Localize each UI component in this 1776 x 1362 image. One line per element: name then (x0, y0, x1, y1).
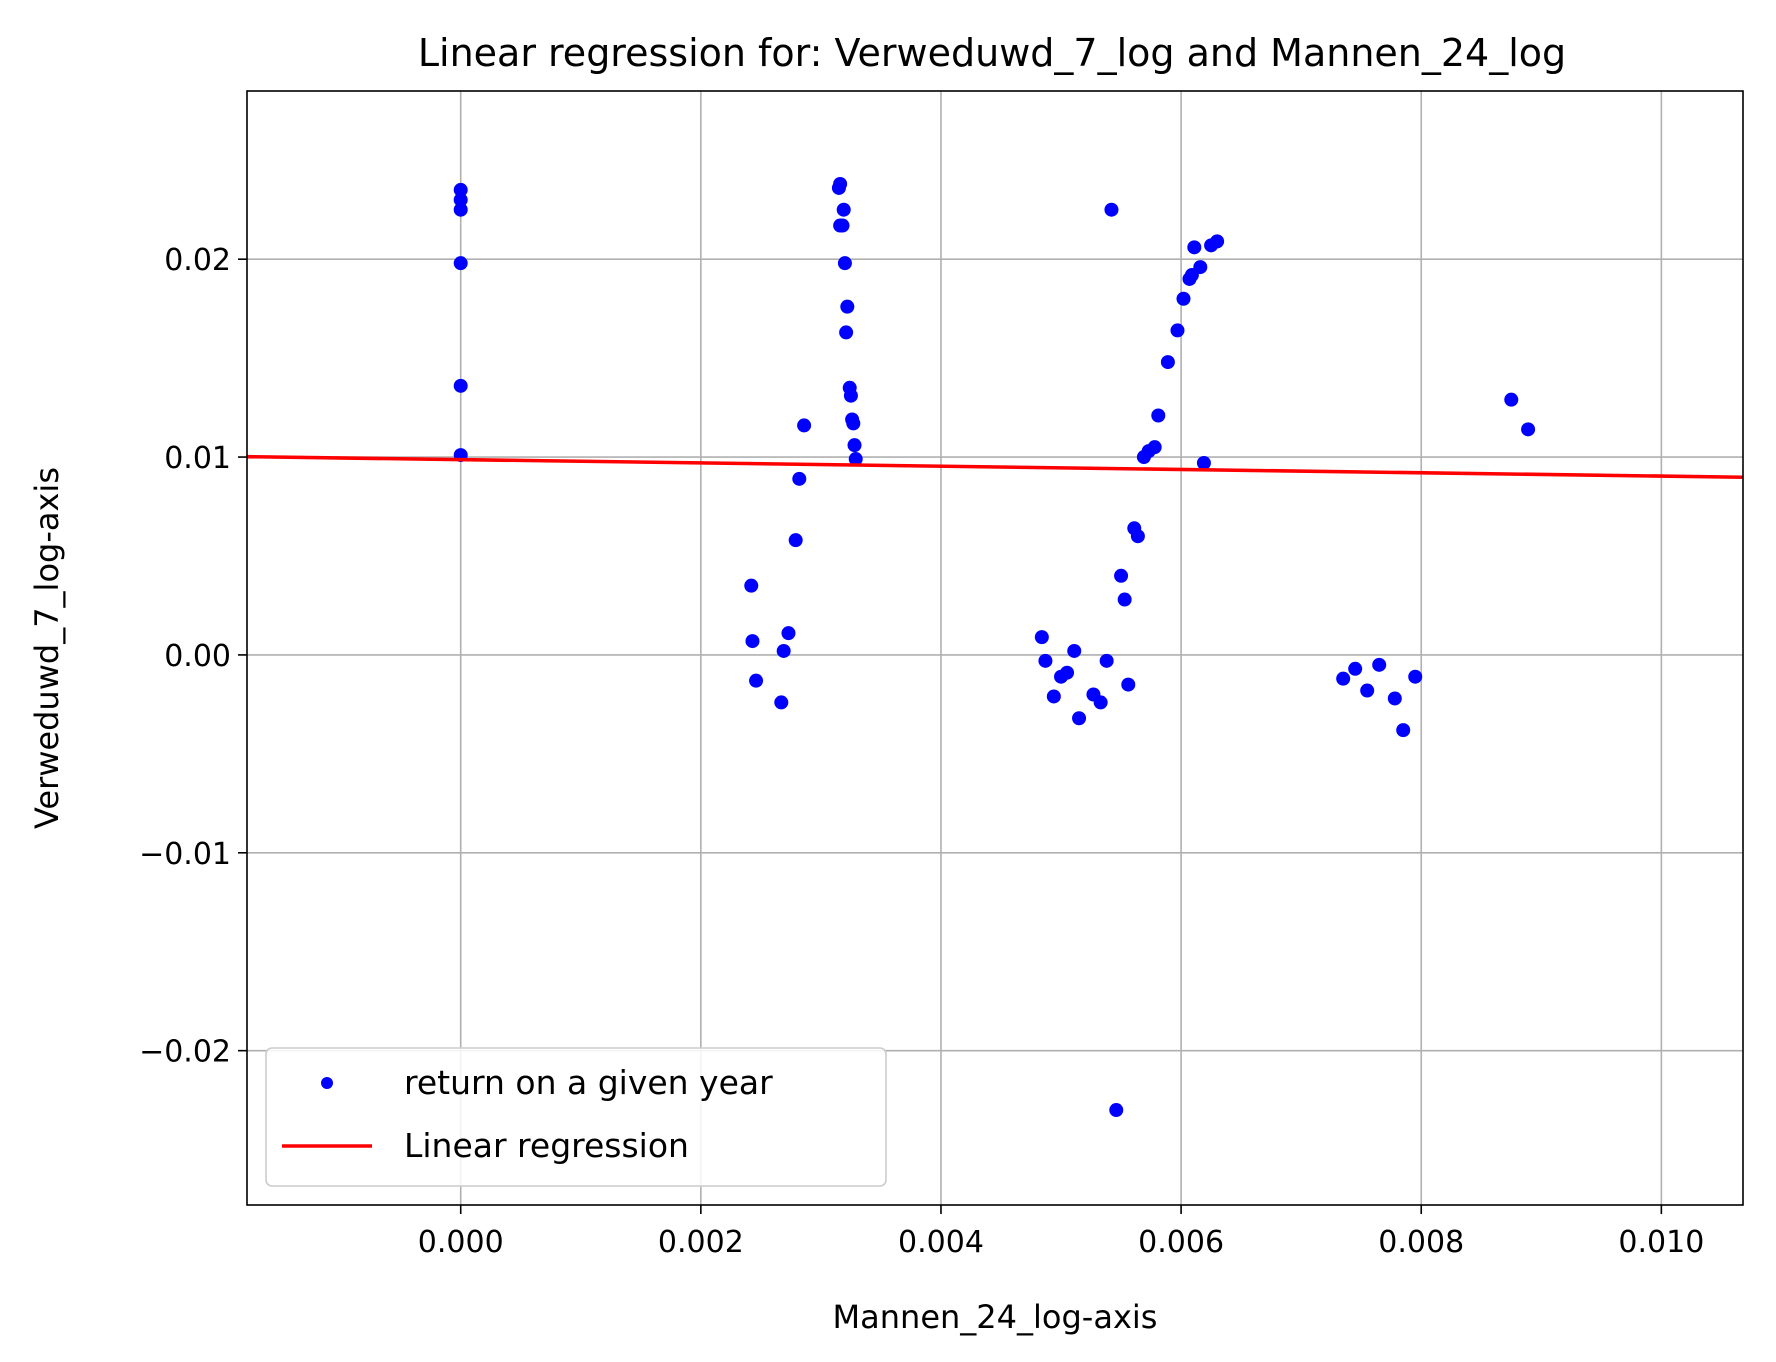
scatter-point (1210, 234, 1225, 249)
x-tick-label: 0.004 (898, 1225, 984, 1260)
y-tick-label: −0.02 (139, 1035, 231, 1070)
scatter-point (797, 418, 812, 433)
scatter-point (1372, 657, 1387, 672)
grid-lines (247, 91, 1743, 1205)
scatter-point (833, 176, 848, 191)
scatter-point (1176, 291, 1191, 306)
scatter-point (1114, 568, 1129, 583)
scatter-point (776, 643, 791, 658)
scatter-point (1160, 355, 1175, 370)
scatter-point (837, 256, 852, 271)
scatter-point (846, 416, 861, 431)
scatter-point (453, 202, 468, 217)
y-tick-label: 0.00 (164, 639, 231, 674)
legend: return on a given year Linear regression (265, 1047, 887, 1187)
scatter-point (1104, 202, 1119, 217)
scatter-point (1348, 661, 1363, 676)
legend-scatter-marker (321, 1077, 333, 1089)
scatter-point (781, 626, 796, 641)
x-tick-label: 0.008 (1378, 1225, 1464, 1260)
scatter-point (1093, 695, 1108, 710)
scatter-point (1336, 671, 1351, 686)
scatter-point (792, 471, 807, 486)
legend-label-regression: Linear regression (404, 1126, 689, 1165)
scatter-point (1060, 665, 1075, 680)
scatter-point (1193, 260, 1208, 275)
scatter-point (1170, 323, 1185, 338)
regression-line-group (246, 454, 1744, 480)
x-tick-label: 0.000 (418, 1225, 504, 1260)
legend-box (265, 1047, 887, 1187)
y-tick-label: −0.01 (139, 837, 231, 872)
scatter-point (843, 388, 858, 403)
scatter-point (1504, 392, 1519, 407)
scatter-point (453, 182, 468, 197)
scatter-point (1109, 1103, 1124, 1118)
scatter-point (749, 673, 764, 688)
chart-title: Linear regression for: Verweduwd_7_log a… (418, 31, 1566, 75)
scatter-point (788, 533, 803, 548)
scatter-point (836, 202, 851, 217)
scatter-point (1046, 689, 1061, 704)
scatter-point (1099, 653, 1114, 668)
scatter-point (1196, 455, 1211, 470)
scatter-point (453, 378, 468, 393)
scatter-point (1387, 691, 1402, 706)
scatter-point (1151, 408, 1166, 423)
x-tick-label: 0.010 (1618, 1225, 1704, 1260)
scatter-point (453, 192, 468, 207)
scatter-point (745, 634, 760, 649)
scatter-point (774, 695, 789, 710)
scatter-point (1396, 723, 1411, 738)
x-tick-label: 0.002 (658, 1225, 744, 1260)
scatter-point (1034, 630, 1049, 645)
scatter-point (1408, 669, 1423, 684)
plot-frame (246, 90, 1744, 1206)
y-axis-ticks: −0.02 −0.01 0.00 0.01 0.02 (139, 243, 247, 1070)
scatter-point (1130, 529, 1145, 544)
scatter-point (1360, 683, 1375, 698)
scatter-point (453, 256, 468, 271)
scatter-point (1147, 440, 1162, 455)
y-tick-label: 0.01 (164, 441, 231, 476)
x-tick-label: 0.006 (1138, 1225, 1224, 1260)
scatter-point (1117, 592, 1132, 607)
y-tick-label: 0.02 (164, 243, 231, 278)
x-axis-label: Mannen_24_log-axis (833, 1298, 1158, 1336)
y-axis-label: Verweduwd_7_log-axis (28, 467, 66, 829)
regression-line (246, 454, 1744, 480)
scatter-points (453, 176, 1536, 1118)
scatter-point (848, 452, 863, 467)
legend-label-scatter: return on a given year (404, 1063, 773, 1102)
scatter-point (835, 218, 850, 233)
scatter-point (840, 299, 855, 314)
scatter-point (1072, 711, 1087, 726)
scatter-point (847, 438, 862, 453)
scatter-point (1121, 677, 1136, 692)
plot-area (247, 91, 1743, 1205)
scatter-point (1067, 643, 1082, 658)
x-axis-ticks: 0.000 0.002 0.004 0.006 0.008 0.010 (418, 1205, 1704, 1260)
scatter-point (839, 325, 854, 340)
scatter-point (1038, 653, 1053, 668)
scatter-point (744, 578, 759, 593)
scatter-point (1187, 240, 1202, 255)
scatter-point (1521, 422, 1536, 437)
